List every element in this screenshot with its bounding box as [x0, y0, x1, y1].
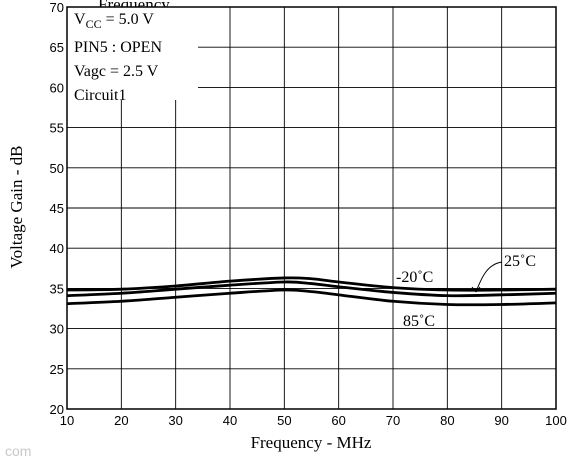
y-tick-label: 35	[50, 281, 64, 296]
x-tick-label: 80	[440, 413, 454, 428]
y-tick-label: 20	[50, 402, 64, 417]
x-axis-title: Frequency - MHz	[251, 433, 372, 452]
y-tick-label: 65	[50, 40, 64, 55]
series-line-0	[66, 276, 557, 292]
leader-arrow-icon	[471, 286, 481, 293]
series-line-2	[66, 288, 557, 307]
y-tick-label: 60	[50, 80, 64, 95]
condition-pin5: PIN5 : OPEN	[74, 39, 162, 56]
label-25c: 25˚C	[504, 253, 536, 270]
plot-border	[66, 6, 557, 410]
y-tick-label: 25	[50, 362, 64, 377]
series-lines	[66, 276, 557, 307]
y-tick-label: 50	[50, 161, 64, 176]
x-tick-label: 100	[545, 413, 567, 428]
y-axis-title: Voltage Gain - dB	[7, 146, 26, 269]
condition-vcc: VCC = 5.0 V	[74, 11, 154, 31]
x-tick-label: 10	[60, 413, 74, 428]
condition-circuit: Circuit1	[74, 87, 126, 104]
plot-frame	[66, 6, 557, 410]
y-tick-label: 30	[50, 322, 64, 337]
y-tick-label: 40	[50, 241, 64, 256]
x-tick-label: 70	[386, 413, 400, 428]
conditions-box: VCC = 5.0 V PIN5 : OPEN Vagc = 2.5 V Cir…	[67, 7, 198, 104]
label-25c-leader	[475, 261, 503, 293]
x-tick-label: 20	[114, 413, 128, 428]
label-85c: 85˚C	[403, 313, 435, 330]
series-line-1	[66, 280, 557, 298]
label-minus20c: -20˚C	[396, 269, 433, 286]
x-tick-label: 30	[168, 413, 182, 428]
tick-labels: 10 20 30 40 50 60 70 80 90 1002025303540455055606…	[50, 0, 567, 428]
x-tick-label: 90	[494, 413, 508, 428]
watermark-text: com	[5, 443, 31, 459]
x-tick-label: 50	[277, 413, 291, 428]
condition-vagc: Vagc = 2.5 V	[74, 63, 159, 80]
y-tick-label: 70	[50, 0, 64, 15]
conditions-box-bg	[67, 7, 198, 100]
x-tick-label: 40	[223, 413, 237, 428]
x-tick-label: 60	[331, 413, 345, 428]
y-tick-label: 55	[50, 121, 64, 136]
y-tick-label: 45	[50, 201, 64, 216]
curve-labels: -20˚C 25˚C 85˚C	[396, 253, 536, 330]
